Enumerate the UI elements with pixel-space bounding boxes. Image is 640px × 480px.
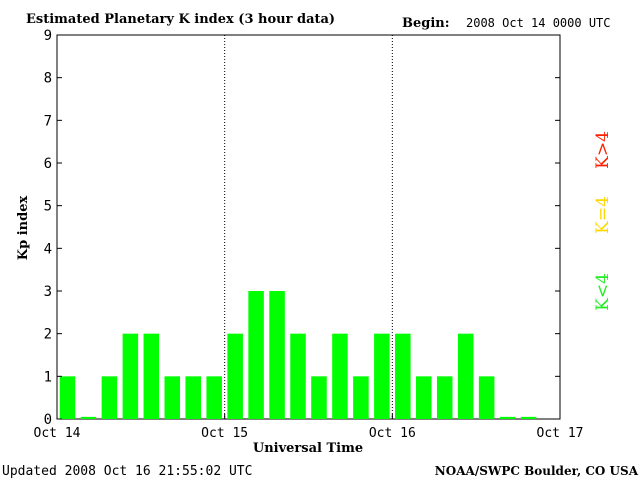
y-tick-label: 9 — [44, 28, 52, 44]
kp-bar — [395, 333, 411, 419]
kp-bar — [143, 333, 160, 419]
kp-bar — [248, 291, 264, 419]
kp-bar — [290, 333, 306, 419]
y-tick-label: 4 — [44, 241, 52, 257]
kp-bar — [101, 376, 118, 419]
y-tick-label: 5 — [44, 199, 52, 215]
kp-bar — [122, 333, 139, 419]
kp-bar — [269, 291, 285, 419]
legend: K>4 K=4 K<4 — [593, 131, 613, 311]
y-tick-label: 2 — [44, 327, 52, 343]
kp-bar — [59, 376, 76, 419]
y-tick-label: 1 — [44, 369, 52, 385]
kp-bar — [206, 376, 222, 419]
kp-bar — [353, 376, 369, 419]
y-tick-label: 8 — [44, 71, 52, 87]
kp-bar — [374, 333, 390, 419]
kp-bar — [520, 416, 537, 419]
kp-bar — [80, 416, 97, 419]
y-axis-label: Kp index — [16, 196, 31, 261]
x-tick-label: Oct 17 — [537, 426, 584, 441]
x-axis-label: Universal Time — [253, 441, 363, 456]
begin-label: Begin: — [402, 16, 450, 31]
kp-bar — [478, 376, 495, 419]
kp-bar — [436, 376, 453, 419]
plot-frame — [56, 34, 561, 420]
kp-bar — [457, 333, 474, 419]
y-tick-label: 6 — [44, 156, 52, 172]
y-tick-label: 3 — [44, 284, 52, 300]
footer-updated: Updated 2008 Oct 16 21:55:02 UTC — [2, 464, 252, 479]
kp-bar — [499, 416, 516, 419]
legend-k-equal-4: K=4 — [593, 196, 613, 234]
kp-bar — [311, 376, 327, 419]
begin-value: 2008 Oct 14 0000 UTC — [466, 16, 611, 30]
x-tick-label: Oct 14 — [34, 426, 81, 441]
y-tick-label: 0 — [44, 412, 52, 428]
kp-bar — [332, 333, 348, 419]
plot-layer: 0 1 2 3 4 5 6 7 8 9 Oct 14 Oct 15 Oct 16 Oct 17 — [34, 28, 584, 441]
chart-title: Estimated Planetary K index (3 hour data… — [26, 12, 335, 27]
kp-bar — [227, 333, 243, 419]
y-tick-label: 7 — [44, 113, 52, 129]
kp-bar — [416, 376, 432, 419]
kp-bar — [164, 376, 181, 419]
kp-bar — [185, 376, 201, 419]
x-tick-label: Oct 16 — [369, 426, 416, 441]
legend-k-below-4: K<4 — [593, 273, 613, 311]
x-tick-label: Oct 15 — [201, 426, 248, 441]
legend-k-above-4: K>4 — [593, 131, 613, 169]
footer-source: NOAA/SWPC Boulder, CO USA — [435, 464, 639, 478]
